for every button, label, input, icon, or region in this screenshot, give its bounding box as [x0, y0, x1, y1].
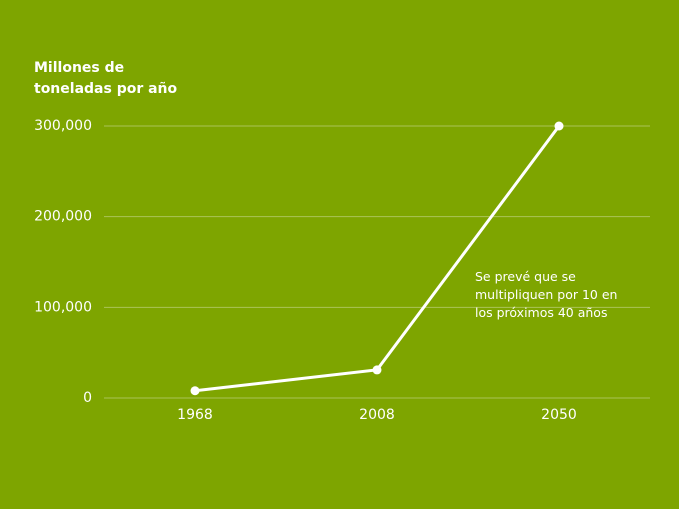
- y-axis-label: Millones de toneladas por año: [34, 60, 178, 97]
- line: [194, 125, 561, 393]
- y-tick-label: 200,000: [34, 209, 92, 225]
- point: [554, 121, 564, 131]
- y-tick-label: 100,000: [34, 299, 92, 315]
- y-tick-label: 300,000: [34, 118, 92, 134]
- x-tick-label: 2050: [541, 407, 577, 423]
- y-tick-label: 0: [83, 390, 92, 406]
- x-tick-label: 2008: [359, 407, 395, 423]
- point: [372, 365, 382, 375]
- point: [190, 386, 200, 396]
- x-tick-label: 1968: [177, 407, 213, 423]
- annotation: Se prevé que se multipliquen por 10 en l…: [475, 269, 618, 320]
